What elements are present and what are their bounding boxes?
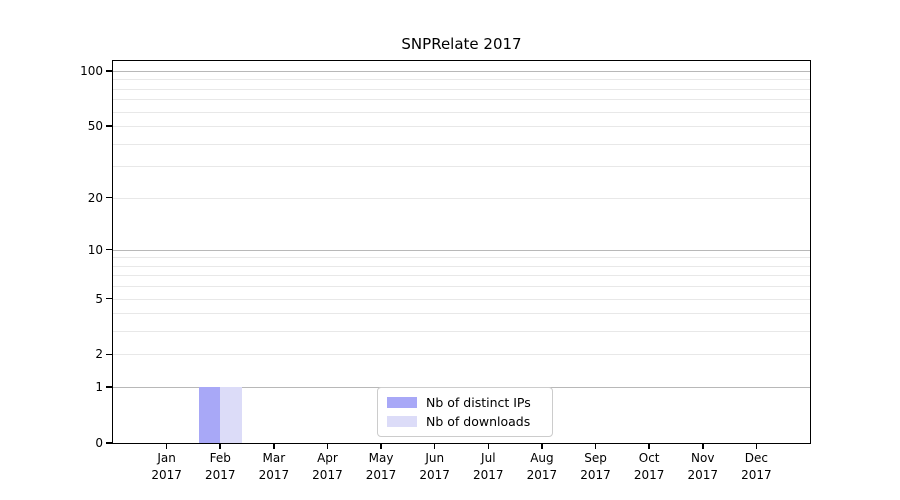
x-tick-mark-aug [541, 443, 543, 449]
x-tick-month-jun: Jun [425, 451, 445, 465]
gridline-minor-20 [113, 197, 810, 199]
legend-label-downloads: Nb of downloads [426, 414, 531, 429]
x-tick-label-apr: Apr 2017 [292, 450, 362, 483]
gridline-minor-6 [113, 286, 810, 288]
x-tick-year-jun: 2017 [419, 467, 450, 482]
x-tick-month-jan: Jan [157, 451, 176, 465]
x-tick-label-nov: Nov 2017 [668, 450, 738, 483]
x-tick-label-jan: Jan 2017 [132, 450, 202, 483]
x-tick-year-nov: 2017 [687, 467, 719, 482]
x-tick-year-mar: 2017 [258, 467, 290, 482]
x-tick-month-mar: Mar [262, 451, 286, 465]
x-tick-mark-feb [219, 443, 221, 449]
x-tick-year-sep: 2017 [580, 467, 611, 482]
x-tick-mark-sep [594, 443, 597, 449]
chart-title: SNPRelate 2017 [401, 35, 522, 53]
legend: Nb of distinct IPs Nb of downloads [377, 387, 553, 437]
x-tick-year-jan: 2017 [151, 467, 182, 482]
gridline-minor-8 [113, 265, 810, 267]
gridline-minor-80 [113, 88, 810, 90]
y-tick-label-1: 1 [95, 380, 103, 395]
y-tick-label-5: 5 [95, 291, 103, 306]
legend-swatch-downloads [387, 416, 417, 427]
y-tick-mark-100 [106, 70, 112, 72]
x-tick-mark-dec [755, 443, 758, 449]
x-tick-label-dec: Dec 2017 [721, 450, 791, 483]
x-tick-year-dec: 2017 [741, 467, 772, 482]
y-tick-mark-1 [106, 386, 112, 388]
plot-area: Nb of distinct IPs Nb of downloads [113, 61, 810, 443]
y-tick-mark-20 [106, 196, 112, 199]
gridline-minor-5 [113, 298, 810, 300]
x-tick-mark-may [380, 443, 382, 449]
gridline-minor-2 [113, 354, 810, 356]
x-tick-label-jul: Jul 2017 [453, 450, 523, 483]
gridline-minor-9 [113, 257, 810, 259]
x-tick-mark-nov [702, 443, 704, 449]
gridline-minor-70 [113, 99, 810, 101]
x-tick-year-may: 2017 [365, 467, 397, 482]
x-tick-year-aug: 2017 [526, 467, 558, 482]
x-tick-year-apr: 2017 [312, 467, 343, 482]
gridline-major-100 [113, 71, 810, 72]
x-tick-label-aug: Aug 2017 [507, 450, 577, 483]
y-tick-label-10: 10 [87, 242, 103, 257]
y-tick-label-2: 2 [95, 347, 103, 362]
y-tick-label-0: 0 [95, 436, 103, 450]
gridline-major-10 [113, 249, 810, 251]
bar-feb-series0 [198, 387, 221, 443]
x-tick-mark-mar [273, 443, 275, 449]
legend-label-distinct-ips: Nb of distinct IPs [426, 395, 531, 410]
x-tick-month-jul: Jul [481, 451, 496, 465]
y-tick-mark-5 [106, 297, 112, 300]
x-tick-month-sep: Sep [584, 451, 607, 465]
x-tick-month-may: May [368, 451, 394, 465]
x-tick-month-apr: Apr [317, 451, 338, 465]
x-tick-label-may: May 2017 [346, 450, 416, 483]
gridline-minor-3 [113, 331, 810, 333]
x-tick-mark-apr [326, 443, 329, 449]
y-tick-label-100: 100 [80, 64, 103, 78]
gridline-minor-7 [113, 275, 810, 277]
y-tick-mark-0 [106, 442, 112, 444]
y-tick-mark-2 [106, 353, 112, 356]
x-tick-month-dec: Dec [744, 451, 768, 465]
gridline-minor-40 [113, 143, 810, 145]
x-tick-month-oct: Oct [638, 451, 660, 465]
x-tick-label-sep: Sep 2017 [561, 450, 631, 483]
x-tick-month-feb: Feb [209, 451, 231, 465]
gridline-minor-60 [113, 111, 810, 113]
x-tick-mark-jun [433, 443, 436, 449]
x-tick-mark-jul [487, 443, 490, 449]
gridline-minor-90 [113, 79, 810, 81]
gridline-minor-50 [113, 126, 810, 128]
x-tick-mark-jan [165, 443, 168, 449]
y-tick-label-50: 50 [87, 119, 103, 134]
legend-item-distinct-ips: Nb of distinct IPs [387, 395, 552, 410]
gridline-minor-30 [113, 166, 810, 168]
bar-feb-series1 [220, 387, 242, 443]
y-tick-mark-50 [106, 125, 112, 127]
legend-item-downloads: Nb of downloads [387, 414, 552, 429]
x-tick-year-feb: 2017 [204, 467, 236, 482]
y-tick-label-20: 20 [87, 190, 103, 205]
x-tick-year-jul: 2017 [473, 467, 504, 482]
gridline-minor-4 [113, 313, 810, 315]
x-tick-mark-oct [648, 443, 650, 449]
x-tick-year-oct: 2017 [633, 467, 665, 482]
x-tick-label-feb: Feb 2017 [185, 450, 255, 483]
y-tick-mark-10 [106, 248, 112, 251]
x-tick-label-oct: Oct 2017 [614, 450, 684, 483]
x-tick-label-jun: Jun 2017 [400, 450, 470, 483]
x-tick-label-mar: Mar 2017 [239, 450, 309, 483]
x-tick-month-nov: Nov [691, 451, 715, 465]
legend-swatch-distinct-ips [387, 397, 417, 408]
x-tick-month-aug: Aug [530, 451, 554, 465]
